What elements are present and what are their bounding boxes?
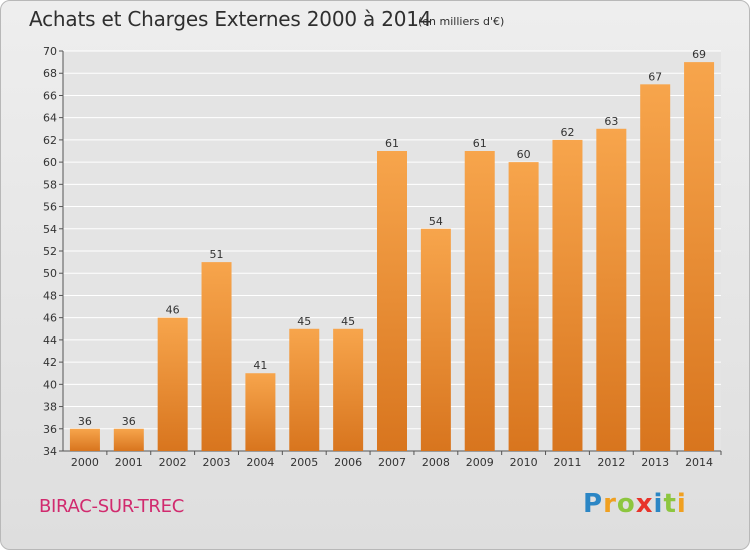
x-tick-label: 2001 (115, 456, 143, 469)
bar (245, 373, 276, 451)
y-tick-label: 62 (43, 134, 57, 147)
x-tick-label: 2006 (334, 456, 362, 469)
commune-name: BIRAC-SUR-TREC (39, 496, 184, 517)
y-tick-label: 34 (43, 445, 57, 458)
bar (113, 428, 144, 451)
logo-letter: i (676, 489, 687, 519)
data-label: 67 (648, 70, 662, 83)
data-label: 45 (341, 315, 355, 328)
value-labels: 36 36 46 51 41 45 45 61 54 61 60 62 63 67 69 (78, 48, 706, 428)
logo-letter: r (603, 489, 617, 519)
bar (640, 84, 671, 451)
y-tick-label: 44 (43, 334, 57, 347)
x-tick-label: 2012 (597, 456, 625, 469)
x-tick-label: 2008 (422, 456, 450, 469)
bar (596, 128, 627, 451)
data-label: 45 (297, 315, 311, 328)
logo-letter: t (663, 489, 677, 519)
y-tick-label: 54 (43, 223, 57, 236)
x-tick-label: 2013 (641, 456, 669, 469)
data-label: 46 (166, 304, 180, 317)
chart-subtitle: (en milliers d'€) (418, 15, 505, 28)
bar (684, 62, 715, 451)
data-label: 61 (473, 137, 487, 150)
y-tick-label: 38 (43, 401, 57, 414)
chart-title: Achats et Charges Externes 2000 à 2014 (29, 7, 432, 31)
y-tick-label: 36 (43, 423, 57, 436)
data-label: 36 (122, 415, 136, 428)
proxiti-logo: Proxiti (583, 489, 687, 519)
logo-letter: P (583, 489, 604, 519)
y-tick-label: 66 (43, 89, 57, 102)
bars (69, 62, 715, 451)
x-tick-label: 2010 (510, 456, 538, 469)
y-tick-label: 68 (43, 67, 57, 80)
y-tick-label: 60 (43, 156, 57, 169)
x-tick-label: 2009 (466, 456, 494, 469)
logo-letter: o (616, 489, 636, 519)
data-label: 51 (210, 248, 224, 261)
bar (157, 317, 188, 451)
bar (552, 139, 583, 451)
y-tick-label: 42 (43, 356, 57, 369)
bar (377, 151, 407, 451)
y-tick-label: 50 (43, 267, 57, 280)
x-tick-label: 2003 (203, 456, 231, 469)
bar (508, 162, 539, 451)
data-label: 62 (560, 126, 574, 139)
data-label: 61 (385, 137, 399, 150)
y-tick-label: 64 (43, 112, 57, 125)
logo-letter: i (653, 489, 664, 519)
data-label: 54 (429, 215, 443, 228)
data-label: 63 (604, 115, 618, 128)
y-tick-label: 56 (43, 201, 57, 214)
bar (420, 228, 451, 451)
y-tick-label: 48 (43, 289, 57, 302)
bar (464, 151, 495, 451)
y-tick-label: 70 (43, 45, 57, 58)
data-label: 41 (253, 359, 267, 372)
x-tick-label: 2005 (290, 456, 318, 469)
x-tick-label: 2007 (378, 456, 406, 469)
bar (289, 328, 320, 451)
bar (69, 428, 100, 451)
x-tick-label: 2014 (685, 456, 713, 469)
x-tick-label: 2004 (246, 456, 274, 469)
data-label: 69 (692, 48, 706, 61)
y-tick-label: 46 (43, 312, 57, 325)
data-label: 60 (517, 148, 531, 161)
logo-letter: x (635, 489, 654, 519)
y-tick-label: 40 (43, 378, 57, 391)
y-tick-label: 58 (43, 178, 57, 191)
x-tick-label: 2000 (71, 456, 99, 469)
bar (333, 328, 364, 451)
x-tick-label: 2011 (553, 456, 581, 469)
y-tick-label: 52 (43, 245, 57, 258)
data-label: 36 (78, 415, 92, 428)
bar (201, 262, 232, 451)
x-tick-label: 2002 (159, 456, 187, 469)
